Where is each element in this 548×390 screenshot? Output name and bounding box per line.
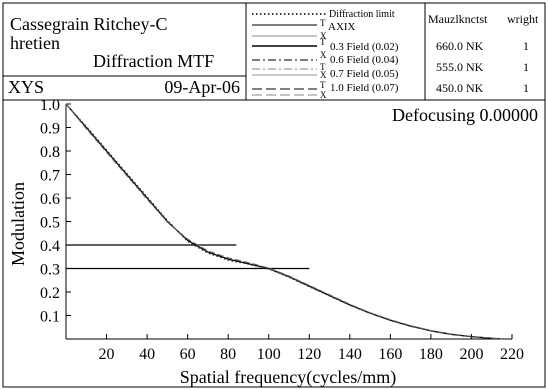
system-name: XYS bbox=[8, 77, 44, 97]
legend-tag-x-axis: X bbox=[320, 31, 327, 41]
legend-tag-x-10: X bbox=[320, 90, 327, 100]
wavelength-row-1: 660.0 NK bbox=[436, 39, 484, 53]
y-tick-label: 1.0 bbox=[40, 97, 60, 114]
mtf-curve-solid bbox=[65, 103, 502, 340]
weight-header: wright bbox=[507, 12, 539, 26]
x-axis-label: Spatial frequency(cycles/mm) bbox=[180, 367, 396, 388]
x-tick-label: 100 bbox=[257, 346, 281, 363]
wavelength-row-3: 450.0 NK bbox=[436, 81, 484, 95]
wavelength-header: Mauzlknctst bbox=[428, 12, 488, 26]
mtf-curve-dotted bbox=[65, 103, 502, 340]
legend-label-axis: AXIX bbox=[328, 21, 356, 33]
tick-labels: 20 40 60 80 100 120 140 160 180 200 220 0.1 0.2 0.3 0.… bbox=[40, 97, 524, 363]
legend-label-field-07: 0.7 Field (0.05) bbox=[330, 68, 399, 80]
reference-lines bbox=[66, 244, 310, 270]
legend-label-field-10: 1.0 Field (0.07) bbox=[330, 82, 399, 94]
legend-tag-t-10: T bbox=[320, 80, 326, 90]
x-tick-label: 160 bbox=[378, 346, 402, 363]
x-tick-label: 40 bbox=[139, 346, 155, 363]
y-tick-label: 0.8 bbox=[40, 144, 60, 161]
x-tick-label: 20 bbox=[99, 346, 115, 363]
legend-tag-x-06: X bbox=[320, 50, 327, 60]
mtf-curves bbox=[65, 103, 502, 340]
title-line-2b: Diffraction MTF bbox=[93, 51, 214, 71]
defocusing-annotation: Defocusing 0.00000 bbox=[392, 105, 538, 125]
x-tick-label: 140 bbox=[338, 346, 362, 363]
wavelength-row-2: 555.0 NK bbox=[436, 60, 484, 74]
legend-tag-x-07: X bbox=[320, 70, 327, 80]
y-tick-label: 0.5 bbox=[40, 215, 60, 232]
legend-label-field-06: 0.6 Field (0.04) bbox=[330, 54, 399, 66]
axis-ticks bbox=[66, 103, 513, 339]
x-tick-label: 120 bbox=[297, 346, 321, 363]
weight-row-1: 1 bbox=[523, 39, 529, 53]
legend-label-field-03: 0.3 Field (0.02) bbox=[330, 41, 399, 53]
title-line-1: Cassegrain Ritchey-C bbox=[10, 14, 167, 34]
y-tick-label: 0.6 bbox=[40, 191, 60, 208]
date-stamp: 09-Apr-06 bbox=[164, 77, 240, 97]
legend-tag-t-06: T bbox=[320, 62, 326, 72]
y-tick-label: 0.7 bbox=[40, 168, 60, 185]
y-tick-label: 0.9 bbox=[40, 121, 60, 138]
weight-row-2: 1 bbox=[523, 60, 529, 74]
legend: Diffraction limit T AXIX X T 0.3 Field (… bbox=[252, 9, 399, 100]
x-tick-label: 80 bbox=[220, 346, 236, 363]
x-tick-label: 60 bbox=[180, 346, 196, 363]
weight-row-3: 1 bbox=[523, 81, 529, 95]
y-axis-label: Modulation bbox=[8, 182, 28, 266]
y-tick-label: 0.3 bbox=[40, 262, 60, 279]
legend-tag-t-axis: T bbox=[320, 18, 326, 28]
x-tick-label: 200 bbox=[459, 346, 483, 363]
x-tick-label: 180 bbox=[419, 346, 443, 363]
plot-frame bbox=[2, 99, 546, 388]
y-tick-label: 0.2 bbox=[40, 285, 60, 302]
mtf-curve-dashed bbox=[65, 103, 502, 340]
y-tick-label: 0.1 bbox=[40, 309, 60, 326]
legend-label-diffraction: Diffraction limit bbox=[329, 9, 395, 20]
title-line-2a: hretien bbox=[10, 33, 60, 53]
wavelength-table: Mauzlknctst wright 660.0 NK 1 555.0 NK 1… bbox=[428, 12, 539, 95]
legend-tag-t-03: T bbox=[320, 37, 326, 47]
x-tick-label: 220 bbox=[500, 346, 524, 363]
y-tick-label: 0.4 bbox=[40, 238, 60, 255]
